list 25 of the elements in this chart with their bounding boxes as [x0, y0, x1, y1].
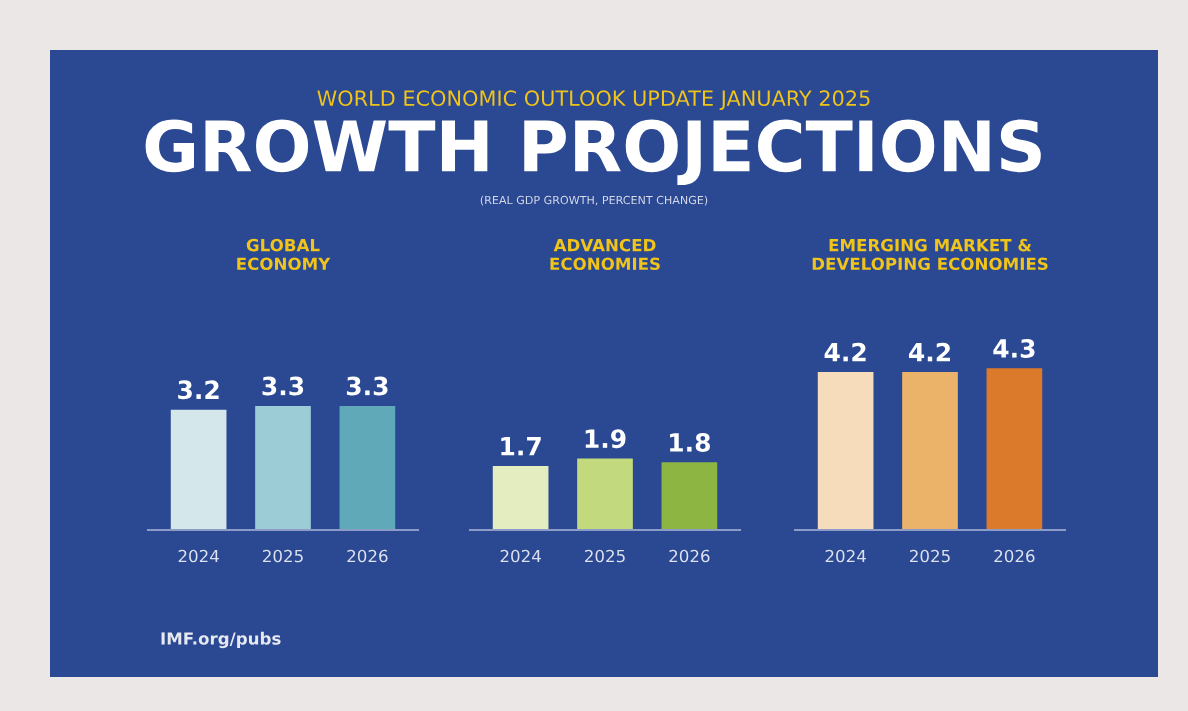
- data-label: 4.2: [824, 342, 866, 362]
- data-label: 1.8: [670, 433, 710, 452]
- x-tick-label: 2024: [178, 549, 219, 563]
- data-label: 1.9: [585, 429, 626, 449]
- data-label: 1.7: [501, 437, 541, 456]
- x-tick-label: 2025: [910, 549, 950, 563]
- text: (REAL GDP GROWTH, PERCENT CHANGE): [480, 195, 708, 206]
- text: WORLD ECONOMIC OUTLOOK UPDATE JANUARY 2025: [317, 90, 870, 110]
- chart-title: EMERGING MARKET & DEVELOPING ECONOMIES: [812, 238, 1048, 271]
- x-tick-label: 2026: [994, 549, 1035, 563]
- chart-title: ADVANCED ECONOMIES: [550, 238, 660, 271]
- text: GROWTH PROJECTIONS: [145, 119, 1041, 186]
- x-tick-label: 2026: [347, 549, 388, 563]
- x-tick-label: 2026: [669, 549, 710, 563]
- data-label: 4.3: [993, 339, 1035, 358]
- x-tick-label: 2025: [585, 549, 625, 563]
- data-label: 3.2: [178, 380, 219, 400]
- x-tick-label: 2025: [263, 549, 303, 563]
- x-tick-label: 2024: [825, 549, 866, 563]
- text: IMF.org/pubs: [161, 631, 281, 649]
- data-label: 4.2: [908, 342, 950, 362]
- data-label: 3.3: [346, 376, 388, 396]
- data-label: 3.3: [262, 376, 304, 396]
- chart-title: GLOBAL ECONOMY: [237, 238, 331, 271]
- x-tick-label: 2024: [500, 549, 541, 563]
